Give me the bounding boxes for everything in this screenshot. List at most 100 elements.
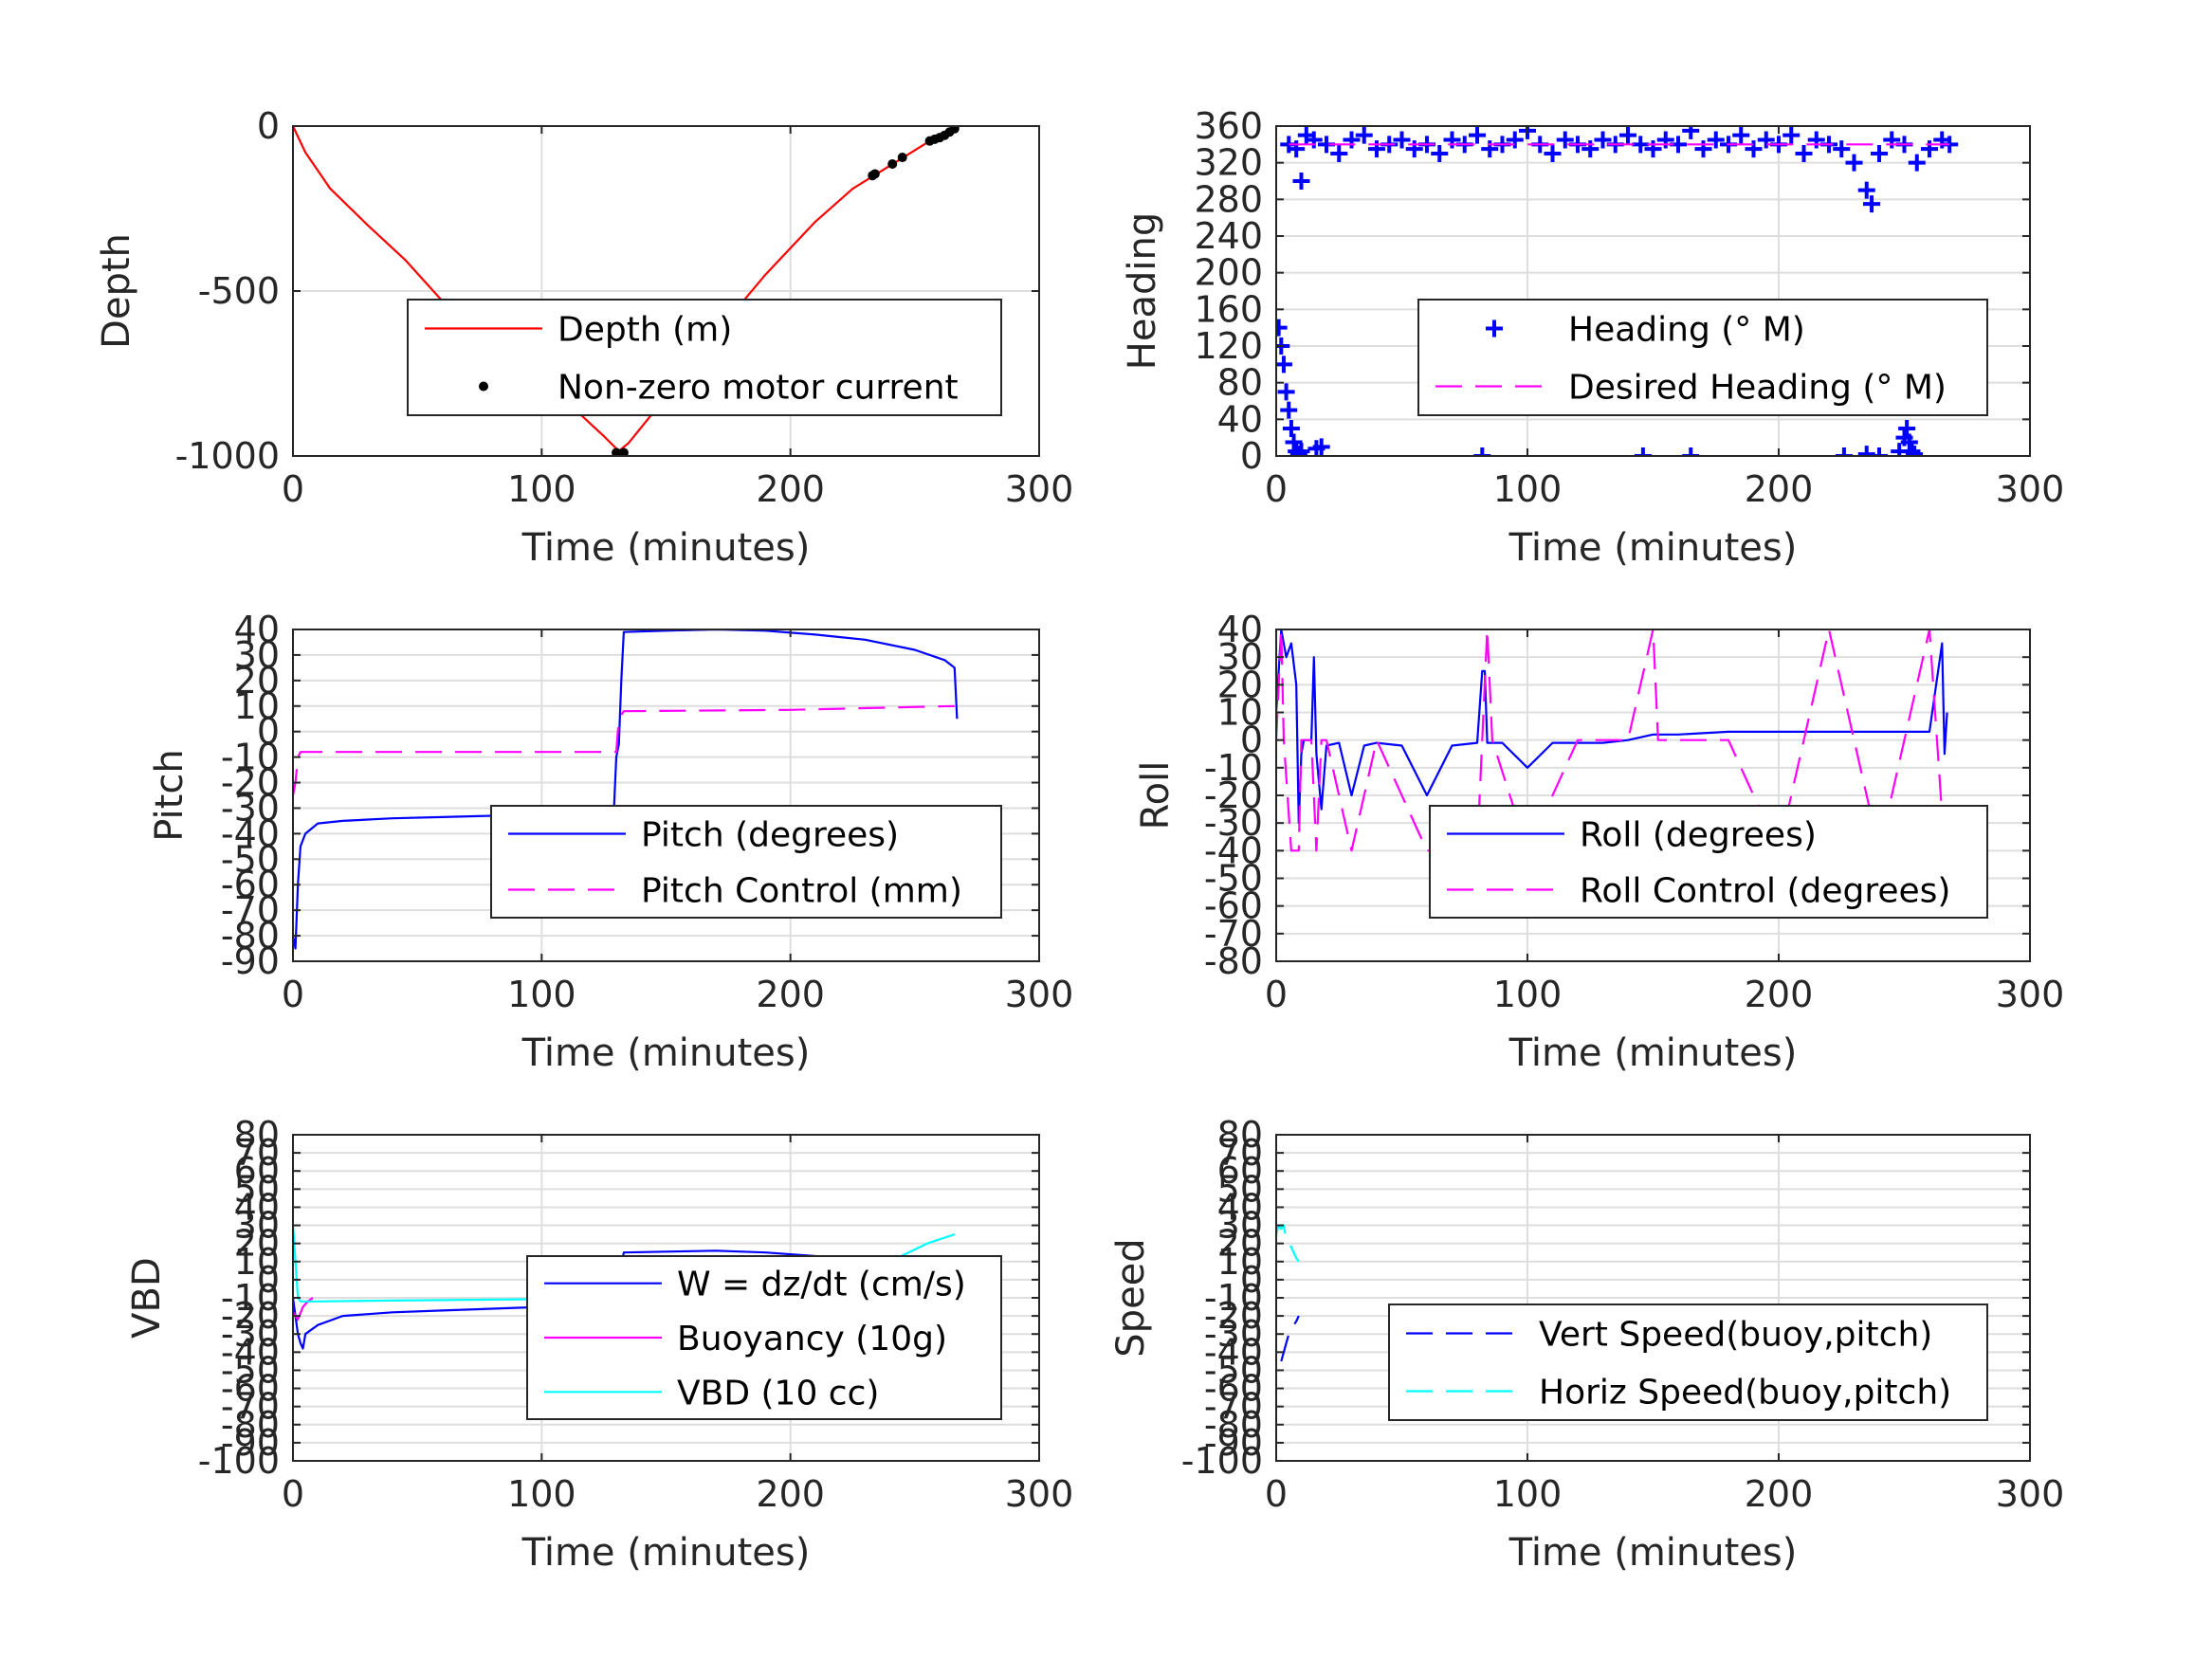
legend-pitch: Pitch (degrees) Pitch Control (mm) <box>490 805 1002 919</box>
series-line-pitch-0 <box>293 629 959 950</box>
x-tick-label: 200 <box>1745 974 1814 1015</box>
x-tick-label: 200 <box>756 974 825 1015</box>
x-tick-label: 0 <box>282 974 304 1015</box>
x-tick-label: 100 <box>1493 974 1563 1015</box>
y-tick-label: 0 <box>1240 720 1263 761</box>
legend-box <box>1388 1304 1988 1421</box>
x-tick-label: 300 <box>1996 1473 2065 1515</box>
y-tick-label: -30 <box>1204 802 1263 844</box>
y-tick-label: -20 <box>1204 775 1263 816</box>
data-layer <box>1276 126 1959 456</box>
y-tick-label: -20 <box>221 762 280 804</box>
y-tick-label: -50 <box>1204 1349 1263 1391</box>
y-tick-label: -60 <box>221 864 280 905</box>
data-point <box>897 153 907 163</box>
data-point <box>1906 446 1924 456</box>
data-point <box>1694 140 1712 158</box>
legend-speed: Vert Speed(buoy,pitch) Horiz Speed(buoy,p… <box>1388 1304 1988 1421</box>
y-tick-label: -70 <box>1204 913 1263 955</box>
data-point <box>1732 126 1750 144</box>
data-point <box>1280 401 1298 419</box>
y-tick-label: -10 <box>1204 747 1263 789</box>
data-layer <box>1276 629 1948 852</box>
y-tick-label: -60 <box>1204 1368 1263 1410</box>
y-tick-label: -10 <box>1204 1277 1263 1319</box>
y-tick-label: 50 <box>234 1168 280 1210</box>
data-point <box>1443 131 1461 149</box>
legend-roll: Roll (degrees) Roll Control (degrees) <box>1429 805 1988 919</box>
legend-heading: Heading (° M) Desired Heading (° M) <box>1417 299 1988 416</box>
y-tick-label: 360 <box>1194 105 1263 147</box>
y-tick-label: -100 <box>1181 1440 1263 1482</box>
data-point <box>1405 140 1423 158</box>
series-line-depth-0 <box>293 126 956 452</box>
y-tick-label: -80 <box>221 915 280 957</box>
x-axis-label: Time (minutes) <box>521 1531 811 1575</box>
series-line-roll-1 <box>1276 629 1946 852</box>
x-tick-label: 200 <box>1745 468 1814 510</box>
data-point <box>1594 131 1612 149</box>
x-tick-label: 200 <box>756 468 825 510</box>
data-point <box>1857 181 1875 199</box>
y-tick-label: -20 <box>1204 1295 1263 1337</box>
y-tick-label: 30 <box>234 1205 280 1247</box>
data-point <box>1469 126 1486 144</box>
y-tick-label: -40 <box>221 812 280 854</box>
y-tick-label: -80 <box>1204 940 1263 982</box>
data-point <box>1355 126 1373 144</box>
chart-roll: 0 100 200 300-80-70-60-50-40-30-20-10010203… <box>1134 609 2064 1075</box>
y-tick-label: -70 <box>221 1386 280 1428</box>
y-tick-label: -60 <box>221 1368 280 1410</box>
y-tick-label: 20 <box>1217 1223 1263 1265</box>
legend-label: Non-zero motor current <box>558 369 959 408</box>
y-tick-label: 40 <box>234 609 280 650</box>
data-point <box>1276 356 1292 374</box>
y-axis-label: Roll <box>1134 761 1178 830</box>
data-point <box>1619 126 1636 144</box>
data-point <box>1632 136 1650 154</box>
data-point <box>1473 447 1491 456</box>
x-tick-label: 300 <box>1005 974 1074 1015</box>
y-axis-label: Heading <box>1121 212 1164 370</box>
y-tick-label: 40 <box>234 1186 280 1228</box>
series-line-speed-0 <box>1280 1315 1300 1362</box>
data-point <box>1898 420 1916 437</box>
data-point <box>1707 131 1725 149</box>
y-tick-label: 10 <box>234 685 280 727</box>
y-tick-label: 40 <box>1217 1186 1263 1228</box>
y-tick-label: -30 <box>221 787 280 829</box>
y-axis-label: VBD <box>125 1257 169 1339</box>
x-axis-label: Time (minutes) <box>1508 1531 1798 1575</box>
x-tick-label: 0 <box>1265 468 1288 510</box>
chart-vbd: 0 100 200 300-100-90-80-70-60-50-40-30-20-1… <box>125 1114 1073 1575</box>
data-point <box>1656 131 1674 149</box>
y-tick-label: 70 <box>1217 1132 1263 1174</box>
x-tick-label: 100 <box>507 974 576 1015</box>
y-tick-label: 0 <box>1240 435 1263 477</box>
data-point <box>1556 131 1574 149</box>
y-axis-label: Speed <box>1109 1238 1153 1357</box>
y-tick-label: -70 <box>1204 1386 1263 1428</box>
y-tick-label: 30 <box>1217 1205 1263 1247</box>
data-point <box>1481 140 1499 158</box>
data-point <box>1288 140 1306 158</box>
data-point <box>1757 131 1775 149</box>
y-tick-label: -10 <box>221 1277 280 1319</box>
legend-label: Heading (° M) <box>1568 311 1805 350</box>
x-tick-label: 100 <box>507 1473 576 1515</box>
y-tick-label: 200 <box>1194 252 1263 294</box>
y-tick-label: -60 <box>1204 885 1263 927</box>
y-tick-label: 280 <box>1194 178 1263 220</box>
data-point <box>1883 131 1901 149</box>
y-tick-label: 10 <box>234 1241 280 1283</box>
data-point <box>1644 140 1662 158</box>
axes-frame <box>1275 125 2031 457</box>
data-point <box>1285 433 1303 451</box>
y-tick-label: 80 <box>1217 1114 1263 1156</box>
data-layer <box>1276 1224 1300 1362</box>
data-point <box>1903 443 1921 456</box>
y-tick-label: 20 <box>1217 664 1263 705</box>
x-axis-label: Time (minutes) <box>521 1031 811 1075</box>
y-tick-label: 80 <box>234 1114 280 1156</box>
y-tick-label: 70 <box>234 1132 280 1174</box>
